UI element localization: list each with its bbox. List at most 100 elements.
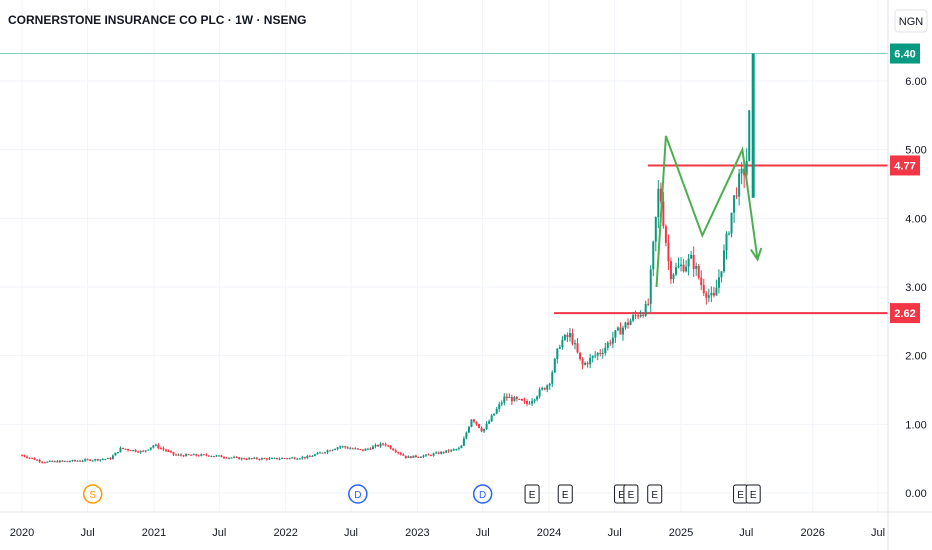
candle <box>422 455 425 457</box>
event-marker-earnings[interactable]: E <box>733 484 749 504</box>
candle <box>33 458 36 460</box>
event-circle <box>472 484 493 504</box>
candle <box>104 459 107 461</box>
candle <box>495 408 498 414</box>
candle <box>167 450 170 452</box>
candle <box>513 397 516 402</box>
candle <box>369 448 372 450</box>
candle <box>490 415 493 422</box>
candle <box>599 353 602 355</box>
candle <box>394 450 397 453</box>
candle <box>200 454 203 456</box>
currency-label: NGN <box>899 16 924 28</box>
candle <box>329 450 332 452</box>
pattern-drawing[interactable] <box>655 135 763 288</box>
candle <box>632 315 635 321</box>
candle <box>187 454 190 456</box>
candle <box>563 334 566 340</box>
event-marker-earnings[interactable]: E <box>623 484 639 504</box>
candle <box>91 460 94 462</box>
candle <box>175 454 178 456</box>
candle <box>109 457 112 460</box>
candle <box>417 456 420 458</box>
candle <box>351 448 354 450</box>
earnings-marker-box <box>623 484 639 504</box>
candle <box>270 457 273 459</box>
candle <box>518 398 521 400</box>
candle <box>702 284 705 294</box>
candle <box>79 460 82 462</box>
candle <box>356 448 359 450</box>
candle <box>36 459 39 461</box>
event-label: E <box>529 490 536 501</box>
candle <box>573 343 576 345</box>
event-marker-split[interactable]: S <box>82 484 103 504</box>
candle <box>220 455 223 458</box>
candle <box>584 362 587 365</box>
candle <box>248 458 251 460</box>
candle <box>733 195 736 213</box>
candle <box>41 461 44 463</box>
candle <box>692 254 695 269</box>
candle <box>334 449 337 451</box>
x-tick-label: 2023 <box>405 527 429 539</box>
candle <box>66 460 69 462</box>
candle <box>384 444 387 446</box>
candle <box>217 455 220 457</box>
candle <box>591 355 594 358</box>
candle <box>361 449 364 451</box>
candle <box>717 277 720 288</box>
candle <box>407 456 410 458</box>
candle <box>56 461 59 463</box>
candle <box>619 327 622 335</box>
event-marker-earnings[interactable]: E <box>647 484 663 504</box>
candle <box>601 353 604 355</box>
event-marker-earnings[interactable]: E <box>557 484 573 504</box>
candle <box>541 387 544 390</box>
candle <box>374 444 377 447</box>
horizontal-levels[interactable] <box>0 53 888 315</box>
candle <box>682 264 685 272</box>
candle <box>664 226 667 243</box>
candle <box>68 461 71 463</box>
event-marker-dividend[interactable]: D <box>472 484 493 504</box>
candle <box>589 357 592 365</box>
candle <box>281 458 284 460</box>
event-marker-earnings[interactable]: E <box>524 484 540 504</box>
price-tags: 4.77 2.62 6.40 <box>890 43 920 324</box>
candle <box>359 449 362 451</box>
x-tick-label: Jul <box>739 527 753 539</box>
candle <box>311 455 314 457</box>
candle <box>743 168 746 176</box>
price-axis[interactable]: 6.00 5.00 4.00 3.00 2.00 1.00 0.00 <box>887 0 927 550</box>
candle <box>399 452 402 455</box>
candle <box>341 446 344 448</box>
candle <box>137 451 140 453</box>
candle <box>649 269 652 304</box>
candle <box>387 445 390 447</box>
candle <box>667 242 670 262</box>
candle <box>207 455 210 457</box>
candle <box>427 454 430 456</box>
candle <box>89 459 92 461</box>
candle <box>705 293 708 298</box>
candle <box>81 460 84 462</box>
candle <box>430 454 433 456</box>
candle <box>336 447 339 450</box>
candle <box>465 432 468 439</box>
candle <box>450 449 453 452</box>
candle <box>687 258 690 267</box>
candle <box>419 456 422 458</box>
candle <box>561 339 564 348</box>
candle <box>523 400 526 402</box>
candle <box>402 454 405 456</box>
event-marker-earnings[interactable]: E <box>745 484 761 504</box>
candle <box>551 372 554 384</box>
time-axis[interactable]: 2020 Jul 2021 Jul 2022 Jul 2023 Jul 2024 Jul 2025 J… <box>0 511 932 539</box>
x-tick-label: Jul <box>871 527 885 539</box>
pattern-line[interactable] <box>655 135 759 288</box>
event-marker-dividend[interactable]: D <box>348 484 368 504</box>
currency-button[interactable]: NGN <box>894 9 928 33</box>
